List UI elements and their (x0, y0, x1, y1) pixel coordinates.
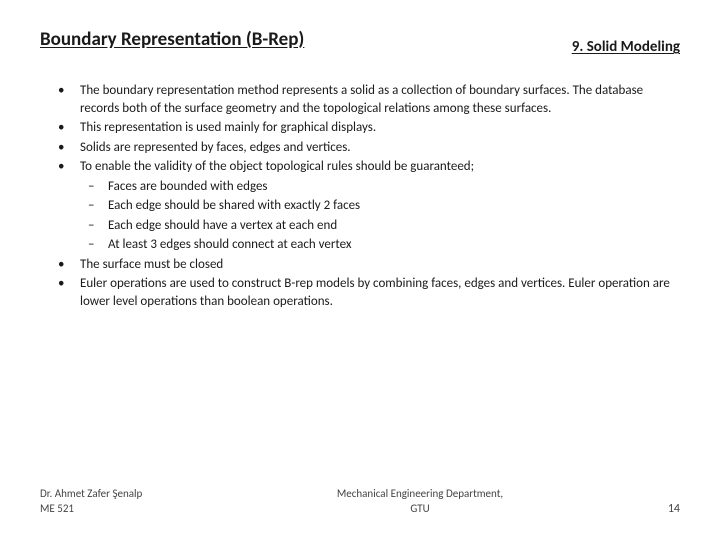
sub-item: Faces are bounded with edges (80, 178, 680, 196)
bullet-item: Euler operations are used to construct B… (52, 275, 680, 310)
slide-title: Boundary Representation (B-Rep) (40, 28, 304, 51)
slide-header: Boundary Representation (B-Rep) 9. Solid… (40, 28, 680, 56)
bullet-item: This representation is used mainly for g… (52, 119, 680, 137)
footer-dept-line1: Mechanical Engineering Department, (220, 487, 620, 501)
sub-item: Each edge should be shared with exactly … (80, 197, 680, 215)
footer-dept-block: Mechanical Engineering Department, GTU (220, 487, 620, 516)
bullet-text: To enable the validity of the object top… (80, 159, 474, 174)
chapter-label: 9. Solid Modeling (572, 38, 680, 56)
sub-item: Each edge should have a vertex at each e… (80, 217, 680, 235)
sub-list: Faces are bounded with edges Each edge s… (80, 178, 680, 254)
sub-text: Each edge should have a vertex at each e… (108, 218, 337, 233)
footer-dept-line2: GTU (220, 502, 620, 516)
slide: Boundary Representation (B-Rep) 9. Solid… (0, 0, 720, 540)
bullet-item: To enable the validity of the object top… (52, 158, 680, 254)
bullet-item: The surface must be closed (52, 256, 680, 274)
bullet-item: Solids are represented by faces, edges a… (52, 139, 680, 157)
bullet-text: The boundary representation method repre… (80, 83, 643, 116)
bullet-text: This representation is used mainly for g… (80, 120, 376, 135)
sub-text: At least 3 edges should connect at each … (108, 237, 351, 252)
bullet-text: Euler operations are used to construct B… (80, 276, 670, 309)
page-number: 14 (620, 502, 680, 516)
slide-body: The boundary representation method repre… (40, 82, 680, 311)
sub-text: Faces are bounded with edges (108, 179, 268, 194)
bullet-text: The surface must be closed (80, 257, 223, 272)
footer-author-block: Dr. Ahmet Zafer Şenalp ME 521 (40, 487, 220, 516)
slide-footer: Dr. Ahmet Zafer Şenalp ME 521 Mechanical… (0, 487, 720, 516)
footer-course: ME 521 (40, 502, 220, 516)
bullet-text: Solids are represented by faces, edges a… (80, 140, 351, 155)
sub-text: Each edge should be shared with exactly … (108, 198, 360, 213)
bullet-item: The boundary representation method repre… (52, 82, 680, 117)
bullet-list: The boundary representation method repre… (52, 82, 680, 311)
sub-item: At least 3 edges should connect at each … (80, 236, 680, 254)
footer-author: Dr. Ahmet Zafer Şenalp (40, 487, 220, 501)
